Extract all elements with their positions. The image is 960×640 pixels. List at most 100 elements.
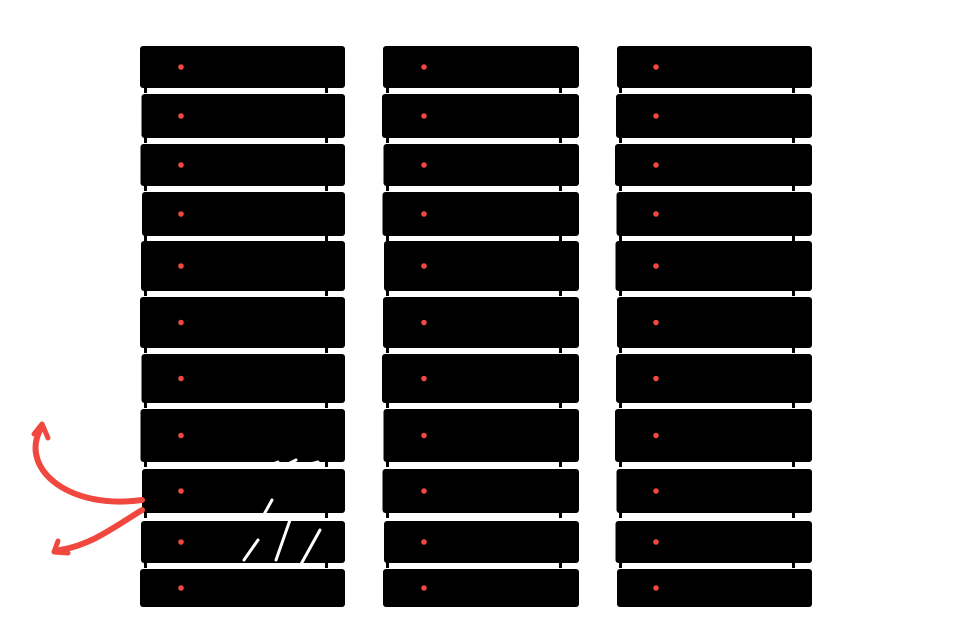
status-led-icon	[653, 263, 659, 269]
status-led-icon	[421, 211, 427, 217]
rack-rail	[792, 461, 795, 467]
server-rack-icon	[140, 46, 345, 607]
status-led-icon	[178, 113, 184, 119]
server-unit	[140, 144, 345, 186]
rack-rail	[792, 185, 795, 191]
rack-rail	[325, 512, 328, 518]
status-led-icon	[421, 162, 427, 168]
status-led-icon	[653, 539, 659, 545]
server-unit	[616, 192, 812, 236]
server-unit	[140, 409, 345, 462]
status-led-icon	[421, 488, 427, 494]
server-unit	[383, 569, 579, 607]
rack-rail	[325, 402, 328, 408]
server-unit	[382, 469, 579, 513]
rack-rail	[325, 290, 328, 296]
status-led-icon	[653, 375, 659, 382]
rack-rail	[386, 512, 389, 518]
rack-rail	[559, 347, 562, 353]
rack-rail	[386, 185, 389, 191]
server-unit	[141, 241, 345, 291]
rack-rail	[144, 185, 147, 191]
server-unit	[615, 144, 812, 186]
rack-rail	[325, 87, 328, 93]
server-unit	[382, 354, 579, 403]
rack-rail	[325, 185, 328, 191]
rack-rail	[792, 347, 795, 353]
rack-rail	[325, 562, 328, 568]
status-led-icon	[653, 488, 659, 494]
server-racks	[140, 46, 812, 607]
rack-rail	[144, 87, 147, 93]
status-led-icon	[653, 162, 659, 168]
rack-rail	[559, 461, 562, 467]
rack-rail	[144, 461, 147, 467]
status-led-icon	[178, 539, 184, 545]
rack-rail	[386, 347, 389, 353]
server-unit	[383, 144, 579, 186]
status-led-icon	[653, 64, 659, 70]
server-unit	[142, 469, 345, 513]
server-rack-icon	[615, 46, 812, 607]
rack-rail	[386, 235, 389, 241]
rack-rail	[144, 137, 147, 143]
server-unit	[617, 297, 812, 348]
server-unit	[141, 521, 345, 563]
status-led-icon	[421, 375, 427, 382]
rack-rail	[559, 235, 562, 241]
server-unit	[615, 241, 812, 291]
rack-rail	[792, 87, 795, 93]
rack-rail	[619, 235, 622, 241]
rack-rail	[144, 512, 147, 518]
rack-rail	[559, 87, 562, 93]
status-led-icon	[178, 263, 184, 269]
rack-rail	[559, 562, 562, 568]
status-led-icon	[178, 375, 184, 382]
server-unit	[141, 94, 345, 138]
status-led-icon	[653, 432, 659, 439]
rack-rail	[619, 87, 622, 93]
server-unit	[616, 469, 812, 513]
status-led-icon	[421, 113, 427, 119]
scribble-marks	[242, 458, 322, 568]
server-unit	[617, 569, 812, 607]
status-led-icon	[178, 64, 184, 70]
status-led-icon	[178, 211, 184, 217]
status-led-icon	[653, 319, 659, 326]
rack-rail	[325, 461, 328, 467]
rack-rail	[559, 402, 562, 408]
server-unit	[617, 46, 812, 88]
server-rack-icon	[382, 46, 579, 607]
curved-arrow-icon	[31, 421, 145, 556]
status-led-icon	[421, 319, 427, 326]
rack-rail	[144, 347, 147, 353]
server-unit	[382, 94, 579, 138]
rack-rail	[559, 290, 562, 296]
server-unit	[384, 521, 579, 563]
rack-rail	[325, 347, 328, 353]
rack-rail	[559, 185, 562, 191]
rack-rail	[792, 562, 795, 568]
server-unit	[140, 46, 345, 88]
rack-rail	[559, 512, 562, 518]
status-led-icon	[421, 585, 427, 591]
status-led-icon	[421, 263, 427, 269]
status-led-icon	[653, 113, 659, 119]
rack-rail	[792, 290, 795, 296]
rack-rail	[386, 290, 389, 296]
rack-rail	[386, 562, 389, 568]
server-unit	[140, 569, 345, 607]
rack-rail	[325, 235, 328, 241]
rack-rail	[619, 402, 622, 408]
server-unit	[142, 192, 345, 236]
rack-rail	[386, 461, 389, 467]
rack-rail	[792, 402, 795, 408]
status-led-icon	[421, 432, 427, 439]
rack-rail	[619, 512, 622, 518]
status-led-icon	[421, 64, 427, 70]
rack-rail	[386, 402, 389, 408]
rack-rail	[144, 402, 147, 408]
status-led-icon	[421, 539, 427, 545]
server-unit	[615, 409, 812, 462]
